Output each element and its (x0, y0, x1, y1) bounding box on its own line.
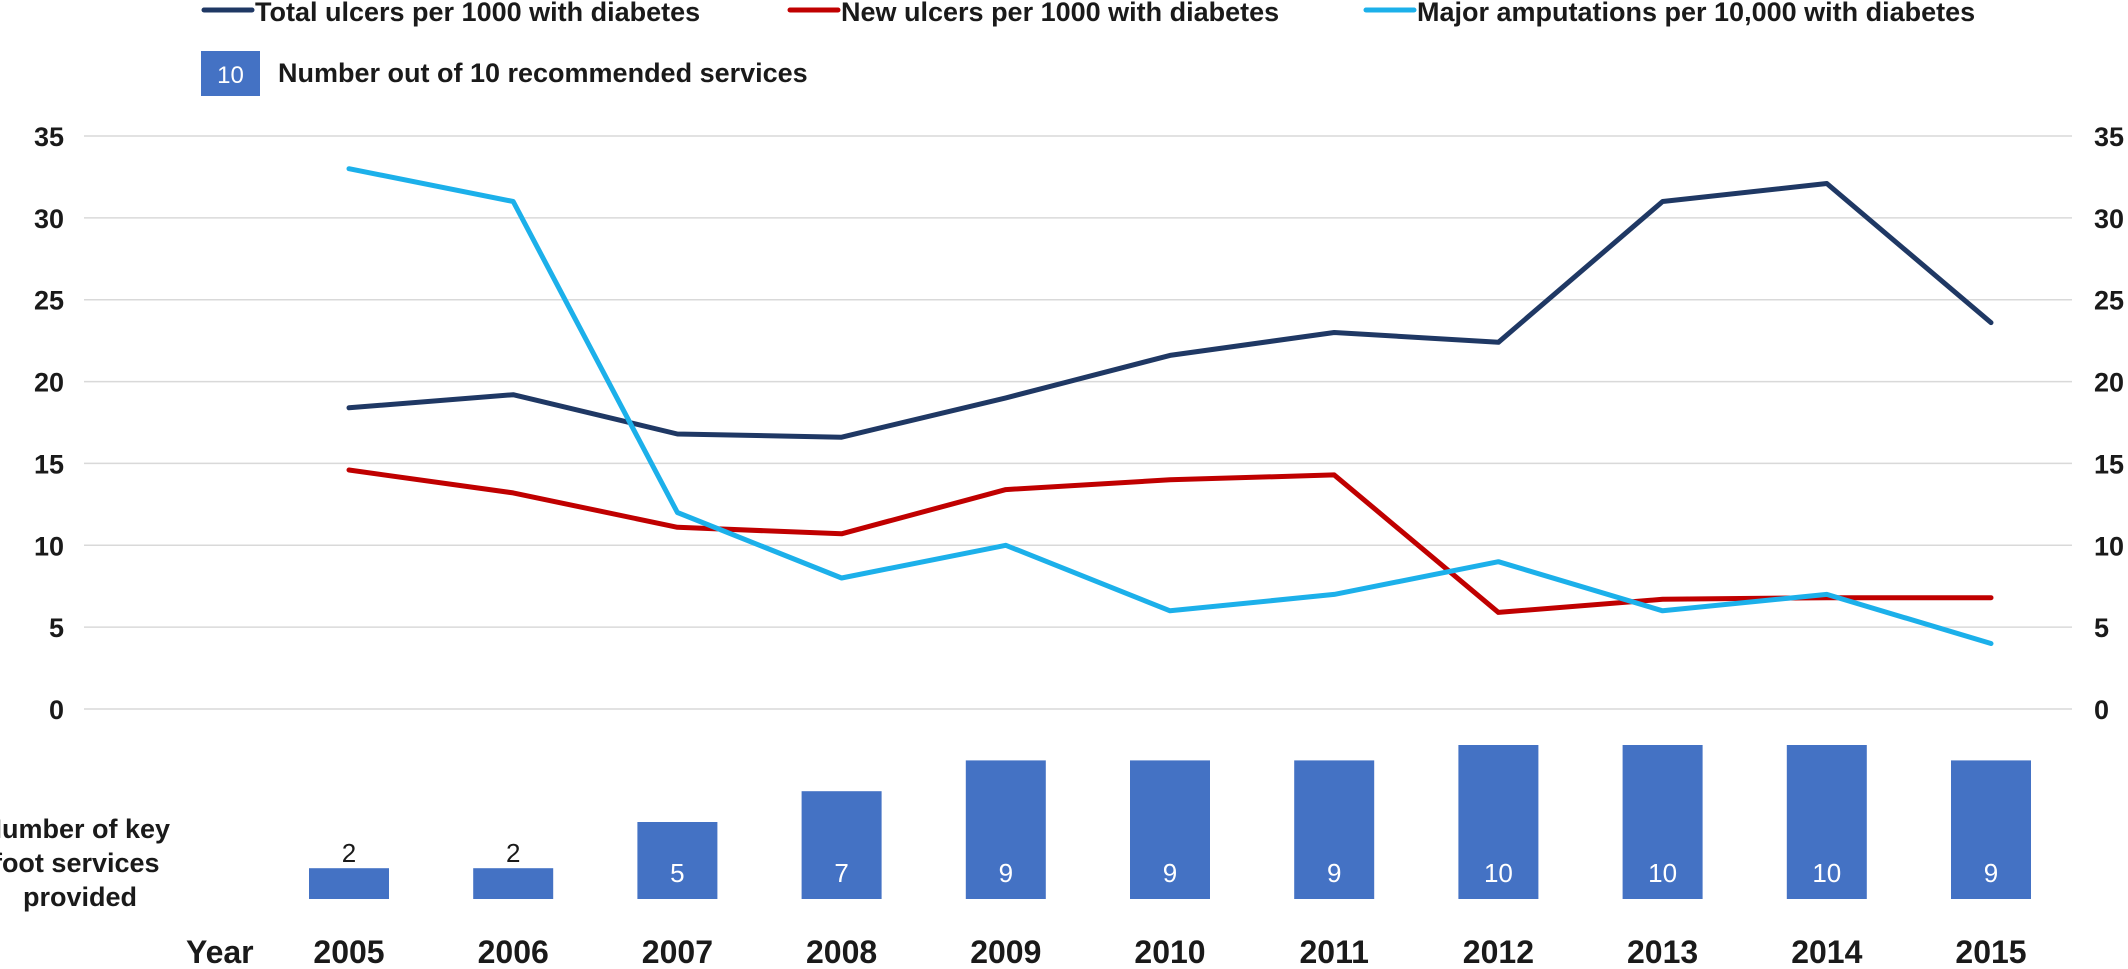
y-tick-label-right: 0 (2094, 695, 2109, 725)
x-tick-label: 2010 (1134, 934, 1205, 964)
legend-label-total-ulcers: Total ulcers per 1000 with diabetes (255, 0, 700, 27)
y-tick-label-right: 10 (2094, 531, 2124, 561)
services-bar (1622, 745, 1703, 899)
services-bar (637, 822, 718, 899)
legend-label-new-ulcers: New ulcers per 1000 with diabetes (841, 0, 1279, 27)
legend: Total ulcers per 1000 with diabetes New … (201, 0, 1975, 96)
services-bar-label: 9 (1327, 858, 1341, 888)
y-tick-label-right: 20 (2094, 368, 2124, 398)
y-tick-label-right: 30 (2094, 204, 2124, 234)
legend-swatch-services (201, 51, 260, 96)
gridlines (84, 135, 2072, 710)
y-tick-label-left: 35 (34, 122, 64, 152)
y-axis-left: 0 5 10 15 20 25 30 35 (34, 122, 64, 725)
services-bar-label: 2 (342, 838, 356, 868)
services-bar-label: 10 (1484, 858, 1513, 888)
services-row-label-line-3: provided (23, 882, 137, 912)
y-axis-right: 0 5 10 15 20 25 30 35 (2094, 122, 2124, 725)
services-bar-label: 9 (1163, 858, 1177, 888)
services-bar (965, 760, 1046, 899)
legend-label-services: Number out of 10 recommended services (278, 58, 808, 88)
y-tick-label-left: 20 (34, 368, 64, 398)
services-bar (1458, 745, 1539, 899)
y-tick-label-right: 15 (2094, 449, 2124, 479)
services-bar-label: 10 (1648, 858, 1677, 888)
services-bar-label: 9 (999, 858, 1013, 888)
services-bar-label: 2 (506, 838, 520, 868)
y-tick-label-left: 30 (34, 204, 64, 234)
services-bar-label: 9 (1984, 858, 1998, 888)
services-bar (1951, 760, 2031, 899)
services-bar (1130, 760, 1210, 899)
services-row-label: Number of key foot services provided (0, 814, 178, 912)
x-tick-label: 2011 (1299, 934, 1368, 964)
services-bar-label: 10 (1812, 858, 1841, 888)
y-tick-label-right: 5 (2094, 613, 2109, 643)
services-row-label-line-1: Number of key (0, 814, 170, 844)
y-tick-label-right: 35 (2094, 122, 2124, 152)
services-bar-label: 5 (670, 858, 684, 888)
series-lines (346, 166, 1994, 646)
x-tick-label: 2015 (1955, 934, 2026, 964)
services-row-label-line-2: foot services (0, 848, 160, 878)
services-bar (473, 868, 554, 899)
services-bar-label: 7 (834, 858, 848, 888)
x-tick-label: 2005 (313, 934, 384, 964)
y-tick-label-left: 25 (34, 286, 64, 316)
x-tick-label: 2008 (806, 934, 877, 964)
x-tick-label: 2009 (970, 934, 1041, 964)
services-bar (1294, 760, 1375, 899)
x-axis: 2005 2006 2007 2008 2009 2010 2011 2012 2013 2014… (313, 934, 2026, 969)
services-bar (801, 791, 882, 899)
series-line-total-ulcers (346, 181, 1994, 440)
services-bars: 2 2 5 7 9 9 9 10 10 10 9 (309, 745, 2031, 899)
series-line-major-amputations (346, 166, 1994, 646)
x-axis-title: Year (186, 934, 254, 964)
x-tick-label: 2012 (1463, 934, 1534, 964)
legend-swatch-services-value: 10 (217, 62, 244, 89)
x-tick-label: 2014 (1791, 934, 1862, 964)
y-tick-label-left: 5 (49, 613, 64, 643)
series-line-new-ulcers (346, 467, 1994, 615)
y-tick-label-right: 25 (2094, 286, 2124, 316)
x-tick-label: 2013 (1627, 934, 1698, 964)
services-bar (1786, 745, 1867, 899)
y-tick-label-left: 15 (34, 449, 64, 479)
y-tick-label-left: 10 (34, 531, 64, 561)
legend-label-major-amputations: Major amputations per 10,000 with diabet… (1417, 0, 1975, 27)
x-tick-label: 2006 (478, 934, 549, 964)
x-tick-label: 2007 (642, 934, 713, 964)
y-tick-label-left: 0 (49, 695, 64, 725)
services-bar (309, 868, 389, 899)
